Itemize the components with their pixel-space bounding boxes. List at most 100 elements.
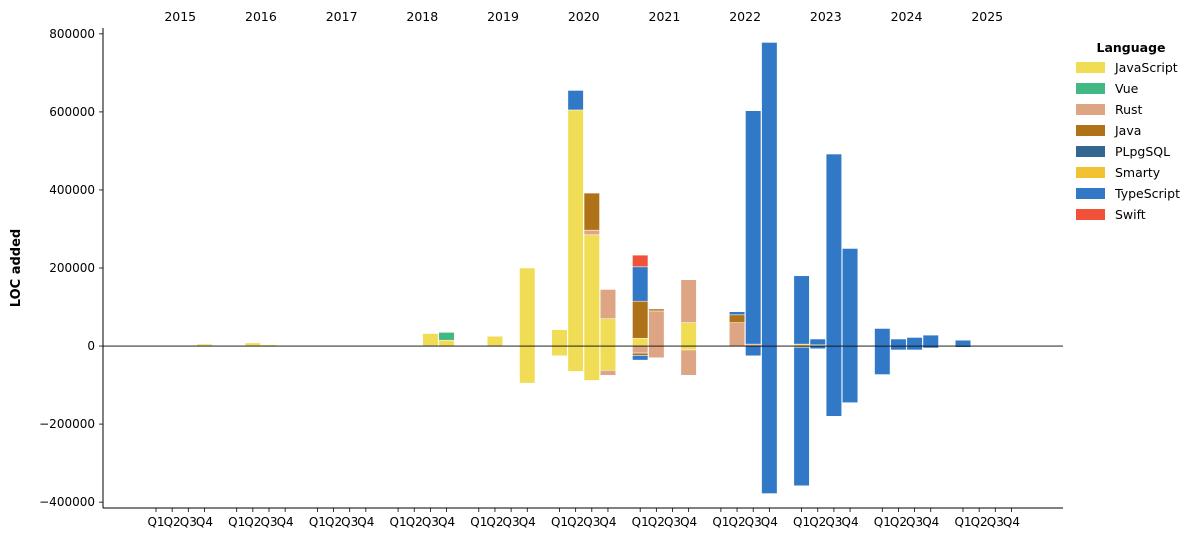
legend-label: JavaScript xyxy=(1114,60,1178,75)
bar-segment xyxy=(599,318,616,347)
bar-segment-removed xyxy=(567,345,584,372)
x-tick-label: Q4 xyxy=(599,515,616,529)
bar-segment-removed xyxy=(599,345,616,371)
x-tick-label: Q4 xyxy=(922,515,939,529)
x-tick-label: Q1 xyxy=(147,515,164,529)
year-label: 2017 xyxy=(326,9,358,24)
bar-segment-removed xyxy=(761,345,778,494)
y-tick-label: 800000 xyxy=(49,27,95,41)
year-label: 2024 xyxy=(891,9,923,24)
bar-segment xyxy=(632,266,649,302)
bar-segment xyxy=(825,153,842,347)
bar-segment-removed xyxy=(632,355,649,361)
x-tick-label: Q3 xyxy=(260,515,277,529)
x-tick-label: Q3 xyxy=(825,515,842,529)
legend-label: PLpgSQL xyxy=(1115,144,1170,159)
year-label: 2018 xyxy=(406,9,438,24)
x-tick-label: Q1 xyxy=(632,515,649,529)
y-ticks: −400000 −200000 0 200000 400000 600000 800000 xyxy=(39,27,103,509)
bar-segment xyxy=(729,322,746,347)
legend-label: Smarty xyxy=(1115,165,1161,180)
x-tick-label: Q3 xyxy=(422,515,439,529)
bar-segment-removed xyxy=(680,349,697,376)
y-tick-label: −400000 xyxy=(39,495,95,509)
year-label: 2015 xyxy=(164,9,196,24)
year-label: 2022 xyxy=(729,9,761,24)
bar-segment-removed xyxy=(890,345,907,351)
x-tick-label: Q2 xyxy=(244,515,261,529)
year-label: 2019 xyxy=(487,9,519,24)
bar-segment-removed xyxy=(632,352,649,356)
x-tick-label: Q2 xyxy=(325,515,342,529)
legend-title: Language xyxy=(1096,40,1165,55)
bars xyxy=(196,42,971,494)
bar-segment-removed xyxy=(599,369,616,376)
x-tick-label: Q1 xyxy=(793,515,810,529)
bar-segment xyxy=(809,338,826,346)
bar-segment-removed xyxy=(906,345,923,351)
legend-swatch xyxy=(1076,209,1105,220)
bar-segment xyxy=(922,334,939,347)
bar-segment-removed xyxy=(632,345,649,354)
x-tick-label: Q3 xyxy=(987,515,1004,529)
year-label: 2023 xyxy=(810,9,842,24)
y-tick-label: 0 xyxy=(87,339,95,353)
bar-segment xyxy=(648,310,665,347)
x-tick-label: Q3 xyxy=(180,515,197,529)
x-tick-label: Q4 xyxy=(1003,515,1020,529)
bar-segment xyxy=(422,333,439,347)
bar-segment xyxy=(567,90,584,111)
y-tick-label: −200000 xyxy=(39,417,95,431)
legend-swatch xyxy=(1076,167,1105,178)
x-tick-label: Q2 xyxy=(890,515,907,529)
legend: Language JavaScript Vue Rust Java PLpgSQL Sma… xyxy=(1076,40,1180,222)
bar-segment-removed xyxy=(793,346,810,487)
y-tick-label: 400000 xyxy=(49,183,95,197)
bar-segment xyxy=(729,311,746,316)
legend-label: Vue xyxy=(1115,81,1139,96)
legend-swatch xyxy=(1076,83,1105,94)
x-tick-label: Q1 xyxy=(712,515,729,529)
legend-swatch xyxy=(1076,125,1105,136)
bar-segment xyxy=(583,192,600,231)
bar-segment xyxy=(583,234,600,347)
x-tick-label: Q4 xyxy=(277,515,294,529)
x-tick-label: Q2 xyxy=(567,515,584,529)
legend-swatch xyxy=(1076,62,1105,73)
bar-segment xyxy=(793,275,810,345)
legend-label: Rust xyxy=(1115,102,1143,117)
y-tick-label: 200000 xyxy=(49,261,95,275)
bar-segment xyxy=(648,308,665,312)
x-tick-label: Q2 xyxy=(971,515,988,529)
bar-segment xyxy=(874,328,891,347)
bar-segment xyxy=(632,337,649,347)
bar-segment-removed xyxy=(825,345,842,417)
legend-swatch xyxy=(1076,104,1105,115)
bar-segment xyxy=(567,109,584,347)
legend-swatch xyxy=(1076,146,1105,157)
bar-segment xyxy=(680,322,697,347)
bar-segment-removed xyxy=(680,345,697,351)
x-tick-label: Q4 xyxy=(196,515,213,529)
bar-segment xyxy=(551,329,568,347)
x-tick-label: Q1 xyxy=(390,515,407,529)
bar-segment xyxy=(680,279,697,323)
x-tick-label: Q3 xyxy=(906,515,923,529)
x-tick-label: Q3 xyxy=(503,515,520,529)
bar-segment xyxy=(632,300,649,339)
x-tick-label: Q4 xyxy=(842,515,859,529)
bar-segment xyxy=(632,254,649,268)
bar-segment xyxy=(842,248,859,347)
x-tick-label: Q4 xyxy=(357,515,374,529)
bar-segment xyxy=(519,267,536,347)
x-tick-label: Q3 xyxy=(664,515,681,529)
bar-segment xyxy=(486,336,503,347)
x-tick-label: Q2 xyxy=(406,515,423,529)
bar-segment xyxy=(761,42,778,347)
bar-segment xyxy=(244,342,261,347)
year-label: 2025 xyxy=(971,9,1003,24)
year-labels: 2015 2016 2017 2018 2019 2020 2021 2022 2023 2024… xyxy=(164,9,1003,24)
x-ticks: Q1 Q2 Q3 Q4 Q1 Q2 Q3 Q4 Q1 Q2 Q3 Q4 Q1 Q2 Q3 Q4 Q1 Q2 Q3 Q4… xyxy=(147,508,1020,529)
y-tick-label: 600000 xyxy=(49,105,95,119)
legend-label: Java xyxy=(1114,123,1141,138)
